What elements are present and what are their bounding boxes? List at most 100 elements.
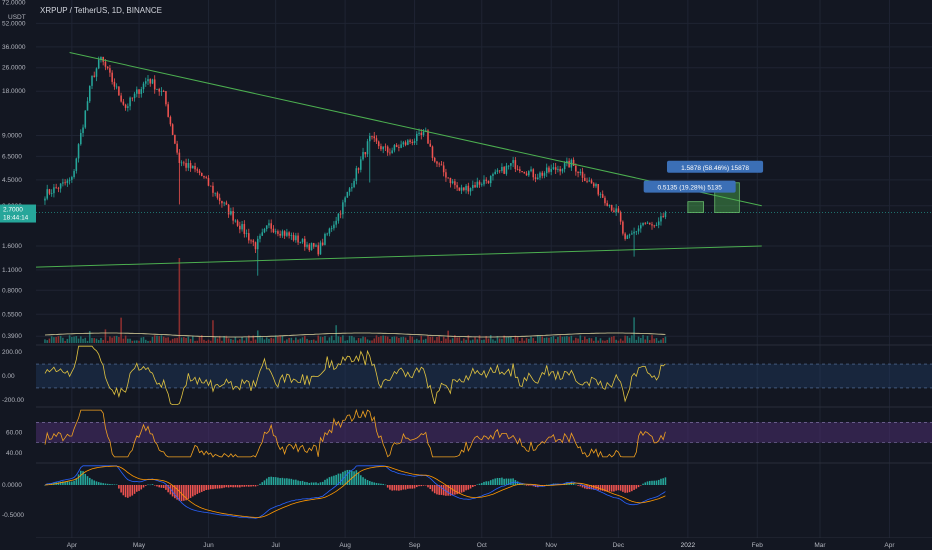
candle-body xyxy=(50,193,53,194)
volume-bar xyxy=(142,336,145,343)
volume-bar xyxy=(274,335,277,343)
candle-body xyxy=(261,232,264,236)
candle-body xyxy=(476,181,479,188)
volume-bar xyxy=(292,340,295,343)
candle-body xyxy=(601,194,604,198)
candle-body xyxy=(245,233,248,234)
candle-body xyxy=(167,104,169,117)
macd-histogram-bar xyxy=(505,478,508,485)
macd-histogram-bar xyxy=(207,485,210,490)
volume-bar xyxy=(512,338,514,343)
macd-histogram-bar xyxy=(624,485,626,493)
volume-bar xyxy=(277,336,279,343)
candle-body xyxy=(281,231,284,236)
price-axis-bg xyxy=(0,0,36,538)
volume-bar xyxy=(84,337,87,343)
candle-body xyxy=(315,245,317,247)
candle-body xyxy=(480,184,483,186)
macd-histogram-bar xyxy=(218,485,221,489)
candle-body xyxy=(77,144,80,159)
main-price-pane[interactable] xyxy=(35,51,932,343)
measure-small-label-bg xyxy=(643,180,736,193)
candle-body xyxy=(306,244,308,247)
volume-bar xyxy=(366,339,369,343)
candle-body xyxy=(308,244,311,251)
volume-bar xyxy=(380,336,382,343)
macd-histogram-bar xyxy=(160,485,163,488)
candle-body xyxy=(102,56,104,62)
volume-bar xyxy=(391,336,393,343)
candle-body xyxy=(536,177,539,180)
price-tick-label: 9.0000 xyxy=(2,133,22,140)
candle-body xyxy=(304,238,306,247)
candle-body xyxy=(337,213,340,221)
macd-histogram-bar xyxy=(377,483,380,485)
candle-body xyxy=(241,224,243,230)
candle-body xyxy=(144,81,147,84)
volume-bar xyxy=(463,338,465,343)
macd-histogram-bar xyxy=(75,478,78,485)
candle-body xyxy=(368,135,371,142)
volume-bar xyxy=(328,337,331,343)
volume-bar xyxy=(478,335,481,343)
candle-body xyxy=(398,146,400,148)
candle-body xyxy=(158,89,160,92)
oscillator-pane-1[interactable] xyxy=(36,345,932,405)
volume-bar xyxy=(71,337,73,343)
candle-body xyxy=(156,89,158,90)
candle-body xyxy=(142,83,145,90)
volume-bar xyxy=(487,338,490,343)
candle-body xyxy=(109,68,111,73)
candle-body xyxy=(286,232,288,236)
volume-bar xyxy=(570,335,573,343)
volume-bar xyxy=(393,336,396,343)
candle-body xyxy=(418,132,420,134)
volume-bar xyxy=(48,338,51,343)
macd-histogram-bar xyxy=(404,485,407,490)
candle-body xyxy=(93,75,96,77)
macd-histogram-bar xyxy=(622,485,624,492)
candle-body xyxy=(407,140,409,145)
candle-body xyxy=(653,225,656,227)
volume-bar xyxy=(496,336,499,343)
candle-body xyxy=(165,91,167,105)
volume-bar xyxy=(324,335,326,343)
volume-bar xyxy=(326,340,328,343)
volume-bar xyxy=(460,340,463,343)
candle-body xyxy=(68,179,71,181)
volume-bar xyxy=(646,335,649,343)
candle-body xyxy=(525,173,528,176)
candle-body xyxy=(274,231,277,233)
macd-pane[interactable] xyxy=(44,465,667,519)
macd-histogram-bar xyxy=(174,485,176,499)
oscillator-pane-2[interactable] xyxy=(36,408,932,458)
candle-body xyxy=(523,171,526,174)
volume-bar xyxy=(373,338,376,343)
candle-body xyxy=(588,180,591,182)
candle-body xyxy=(194,165,196,170)
candle-body xyxy=(519,169,521,172)
volume-bar xyxy=(198,336,201,343)
candle-body xyxy=(416,133,418,141)
volume-bar xyxy=(53,337,55,343)
osc1-tick-label: 0.00 xyxy=(2,373,15,380)
candle-body xyxy=(391,150,393,153)
candle-body xyxy=(321,242,324,245)
candle-body xyxy=(592,183,595,187)
volume-bar xyxy=(467,335,470,343)
candle-body xyxy=(44,198,46,201)
candle-body xyxy=(192,165,194,169)
price-tick-label: 1.1000 xyxy=(2,267,22,274)
candle-body xyxy=(389,152,391,154)
volume-bar xyxy=(655,338,658,343)
price-tick-label: 52.0000 xyxy=(2,20,26,27)
candle-body xyxy=(447,177,449,179)
candle-body xyxy=(342,202,344,215)
volume-bar xyxy=(330,335,333,343)
macd-histogram-bar xyxy=(315,482,317,485)
macd-histogram-bar xyxy=(142,485,145,488)
volume-bar xyxy=(149,340,152,343)
macd-histogram-bar xyxy=(97,482,100,485)
candle-body xyxy=(613,210,615,212)
